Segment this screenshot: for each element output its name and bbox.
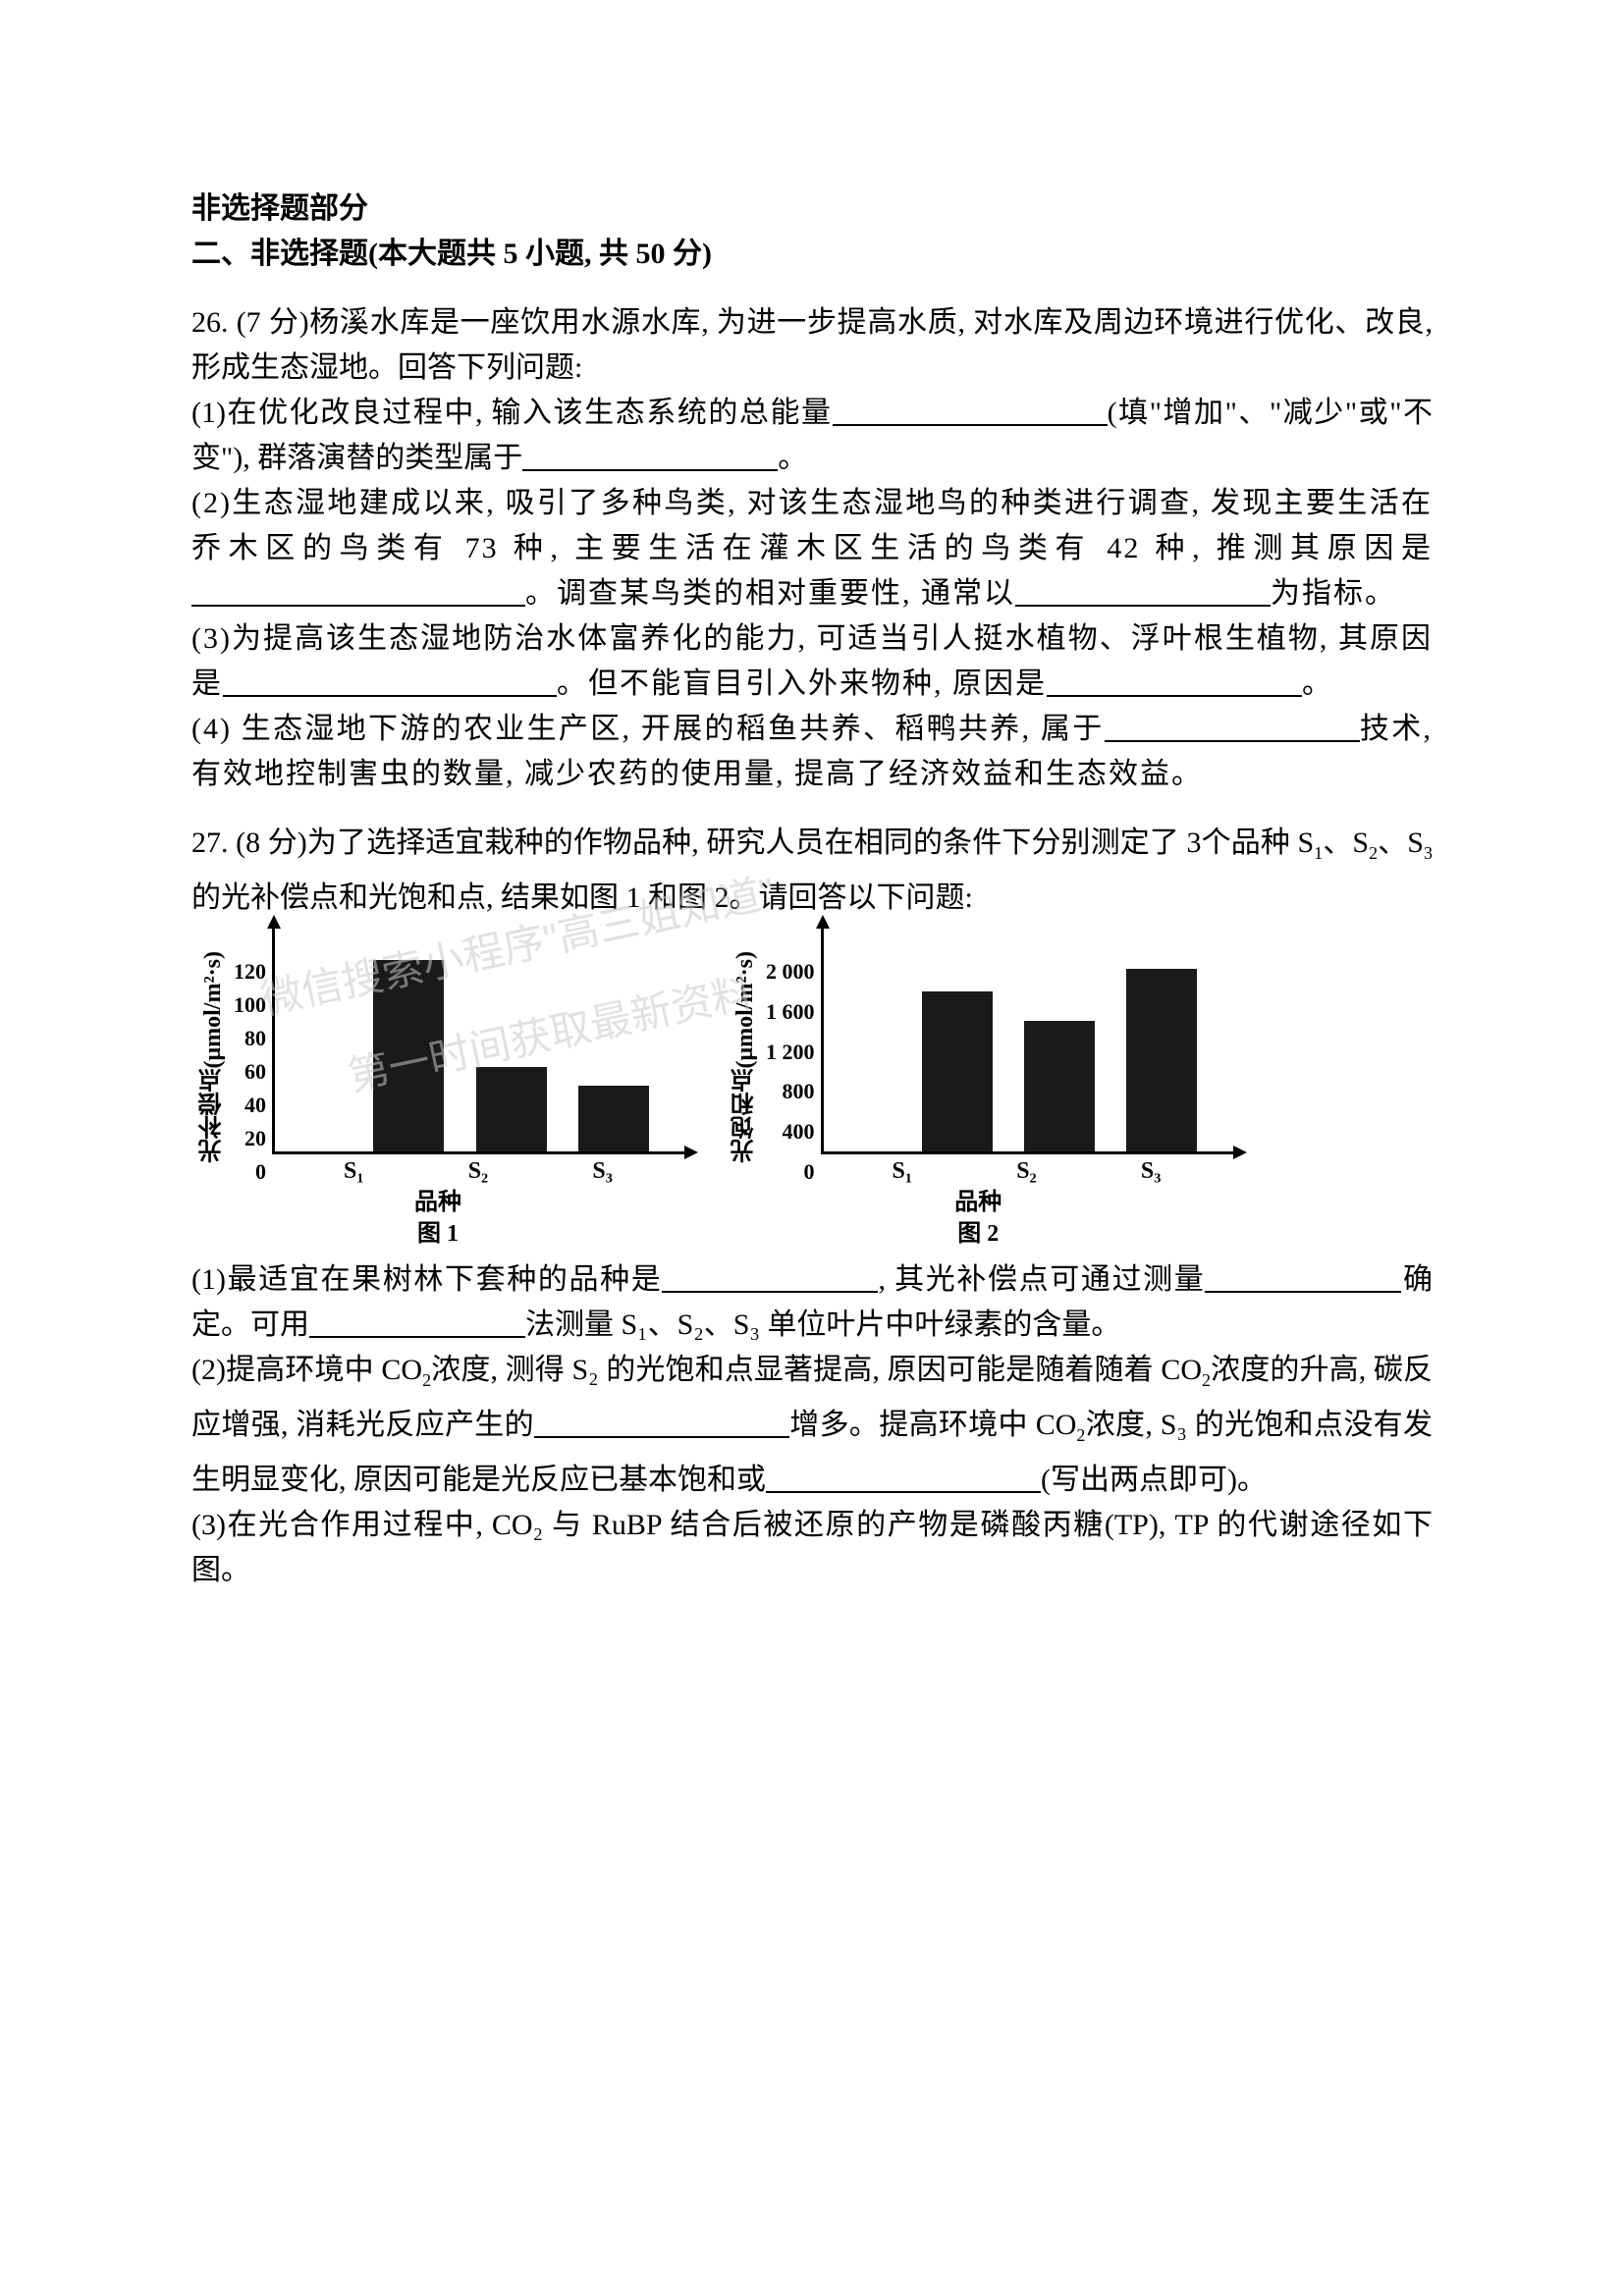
q26-stem: 26. (7 分)杨溪水库是一座饮用水源水库, 为进一步提高水质, 对水库及周边… — [191, 300, 1433, 391]
section-part-heading: 非选择题部分 — [191, 187, 1433, 232]
blank — [662, 1263, 878, 1293]
q27-p1-a: (1)最适宜在果树林下套种的品种是 — [191, 1263, 662, 1296]
chart-2: 光饱和点(μmol/m²·s)04008001 2001 6002 000S₁S… — [724, 929, 1233, 1250]
ytick-label: 40 — [234, 1093, 266, 1118]
q26-p2-text-c: 为指标。 — [1271, 577, 1396, 610]
chart-plot — [821, 929, 1233, 1154]
q26-p3-text-b: 。但不能盲目引入外来物种, 原因是 — [557, 667, 1047, 700]
subscript: 2 — [1202, 1370, 1211, 1390]
ytick-label: 120 — [234, 959, 266, 985]
q27-stem-b2: 、S — [1378, 827, 1424, 859]
q26-p3-text-c: 。 — [1302, 667, 1333, 700]
chart-bar — [373, 960, 444, 1152]
q27-p1-d: 法测量 — [525, 1308, 614, 1341]
q27-p2-a: (2)提高环境中 CO — [191, 1354, 422, 1386]
chart-caption: 图 1 — [414, 1218, 461, 1250]
blank — [833, 397, 1108, 426]
subscript: 2 — [1369, 843, 1378, 863]
chart-xlabel: 品种 — [414, 1187, 461, 1218]
q27-p1-s123: S₁、S₂、S₃ — [622, 1308, 760, 1341]
chart-ylabel: 光补偿点(μmol/m²·s) — [191, 951, 234, 1162]
q27-stem: 27. (8 分)为了选择适宜栽种的作物品种, 研究人员在相同的条件下分别测定了… — [191, 821, 1433, 921]
q26-p1: (1)在优化改良过程中, 输入该生态系统的总能量(填"增加"、"减少"或"不变"… — [191, 391, 1433, 481]
q27-p1-e: 单位叶片中叶绿素的含量。 — [767, 1308, 1120, 1341]
chart-xticks: S₁ S₂ S₃ — [272, 1154, 684, 1185]
q27-p2-h: (写出两点即可)。 — [1041, 1464, 1267, 1496]
ytick-label: 0 — [766, 1159, 815, 1185]
ytick-label: 80 — [234, 1026, 266, 1051]
xtick-label: S₂ — [443, 1158, 514, 1185]
chart-xlabel-group: 品种图 2 — [954, 1187, 1001, 1250]
q27-stem-c: 的光补偿点和光饱和点, 结果如图 1 和图 2。请回答以下问题: — [191, 881, 973, 914]
chart-yaxis: 0 20 40 60 80 100 120 — [234, 959, 272, 1185]
chart-ylabel: 光饱和点(μmol/m²·s) — [724, 951, 766, 1162]
q26-p4-text-a: (4) 生态湿地下游的农业生产区, 开展的稻鱼共养、稻鸭共养, 属于 — [191, 713, 1105, 745]
q26-p3: (3)为提高该生态湿地防治水体富养化的能力, 可适当引人挺水植物、浮叶根生植物,… — [191, 616, 1433, 707]
xtick-label: S₁ — [867, 1158, 938, 1185]
chart-plot — [272, 929, 684, 1154]
blank — [522, 442, 778, 471]
chart-yaxis: 0 400 800 1 200 1 600 2 000 — [766, 959, 821, 1185]
q27-p1-b: , 其光补偿点可通过测量 — [878, 1263, 1205, 1296]
q27-p2-e: 增多。提高环境中 CO — [789, 1409, 1076, 1441]
q26-p2-text-a: (2)生态湿地建成以来, 吸引了多种鸟类, 对该生态湿地鸟的种类进行调查, 发现… — [191, 487, 1433, 564]
q26-p2: (2)生态湿地建成以来, 吸引了多种鸟类, 对该生态湿地鸟的种类进行调查, 发现… — [191, 481, 1433, 616]
ytick-label: 60 — [234, 1059, 266, 1085]
blank — [1105, 713, 1360, 742]
chart-xlabel-group: 品种图 1 — [414, 1187, 461, 1250]
section-title-heading: 二、非选择题(本大题共 5 小题, 共 50 分) — [191, 232, 1433, 277]
q27-p2-c: 的光饱和点显著提高, 原因可能是随着随着 CO — [606, 1354, 1202, 1386]
blank — [1205, 1263, 1401, 1293]
xtick-label: S₃ — [568, 1158, 638, 1185]
q27-stem-a: 27. (8 分)为了选择适宜栽种的作物品种, 研究人员在相同的条件下分别测定了… — [191, 827, 1314, 859]
q26-p4: (4) 生态湿地下游的农业生产区, 开展的稻鱼共养、稻鸭共养, 属于技术, 有效… — [191, 707, 1433, 797]
ytick-label: 20 — [234, 1126, 266, 1151]
ytick-label: 800 — [766, 1079, 815, 1104]
ytick-label: 400 — [766, 1119, 815, 1145]
q27-p2-s2: S₂ — [571, 1354, 598, 1386]
q26-p1-text-a: (1)在优化改良过程中, 输入该生态系统的总能量 — [191, 397, 833, 429]
chart-bar — [922, 991, 993, 1151]
ytick-label: 100 — [234, 992, 266, 1018]
q27-p2-f: 浓度, — [1085, 1409, 1160, 1441]
blank — [309, 1308, 525, 1338]
charts-row: 光补偿点(μmol/m²·s)020406080100120S₁S₂S₃品种图 … — [191, 929, 1433, 1250]
chart-bar — [1126, 969, 1197, 1151]
q27-stem-b1: 、S — [1323, 827, 1369, 859]
q27-p1: (1)最适宜在果树林下套种的品种是, 其光补偿点可通过测量确定。可用法测量 S₁… — [191, 1257, 1433, 1348]
ytick-label: 2 000 — [766, 959, 815, 985]
blank — [766, 1464, 1041, 1493]
blank — [1015, 577, 1271, 607]
xtick-label: S₁ — [318, 1158, 389, 1185]
q27-p2: (2)提高环境中 CO2浓度, 测得 S₂ 的光饱和点显著提高, 原因可能是随着… — [191, 1348, 1433, 1503]
chart-bar — [578, 1086, 649, 1151]
subscript: 2 — [422, 1370, 431, 1390]
blank — [191, 577, 525, 607]
q27-p3: (3)在光合作用过程中, CO₂ 与 RuBP 结合后被还原的产物是磷酸丙糖(T… — [191, 1503, 1433, 1593]
q26-p2-text-b: 。调查某鸟类的相对重要性, 通常以 — [525, 577, 1015, 610]
chart-1: 光补偿点(μmol/m²·s)0 20 40 60 80 100 120 S₁ S₂ S₃ 品种图 … — [191, 929, 684, 1250]
chart-bar — [1024, 1021, 1095, 1151]
ytick-label: 0 — [234, 1159, 266, 1185]
subscript: 1 — [1314, 843, 1323, 863]
ytick-label: 1 200 — [766, 1040, 815, 1065]
q27-p2-s3: S₃ — [1161, 1409, 1187, 1441]
ytick-label: 1 600 — [766, 999, 815, 1025]
chart-bar — [476, 1067, 547, 1151]
chart-xticks: S₁ S₂ S₃ — [821, 1154, 1233, 1185]
xtick-label: S₂ — [991, 1158, 1061, 1185]
q27-p2-b: 浓度, 测得 — [431, 1354, 565, 1386]
xtick-label: S₃ — [1115, 1158, 1186, 1185]
blank — [223, 667, 557, 697]
subscript: 3 — [1424, 843, 1433, 863]
blank — [1047, 667, 1302, 697]
blank — [534, 1409, 789, 1438]
chart-xlabel: 品种 — [954, 1187, 1001, 1218]
q26-p1-text-c: 。 — [778, 442, 807, 474]
chart-caption: 图 2 — [954, 1218, 1001, 1250]
